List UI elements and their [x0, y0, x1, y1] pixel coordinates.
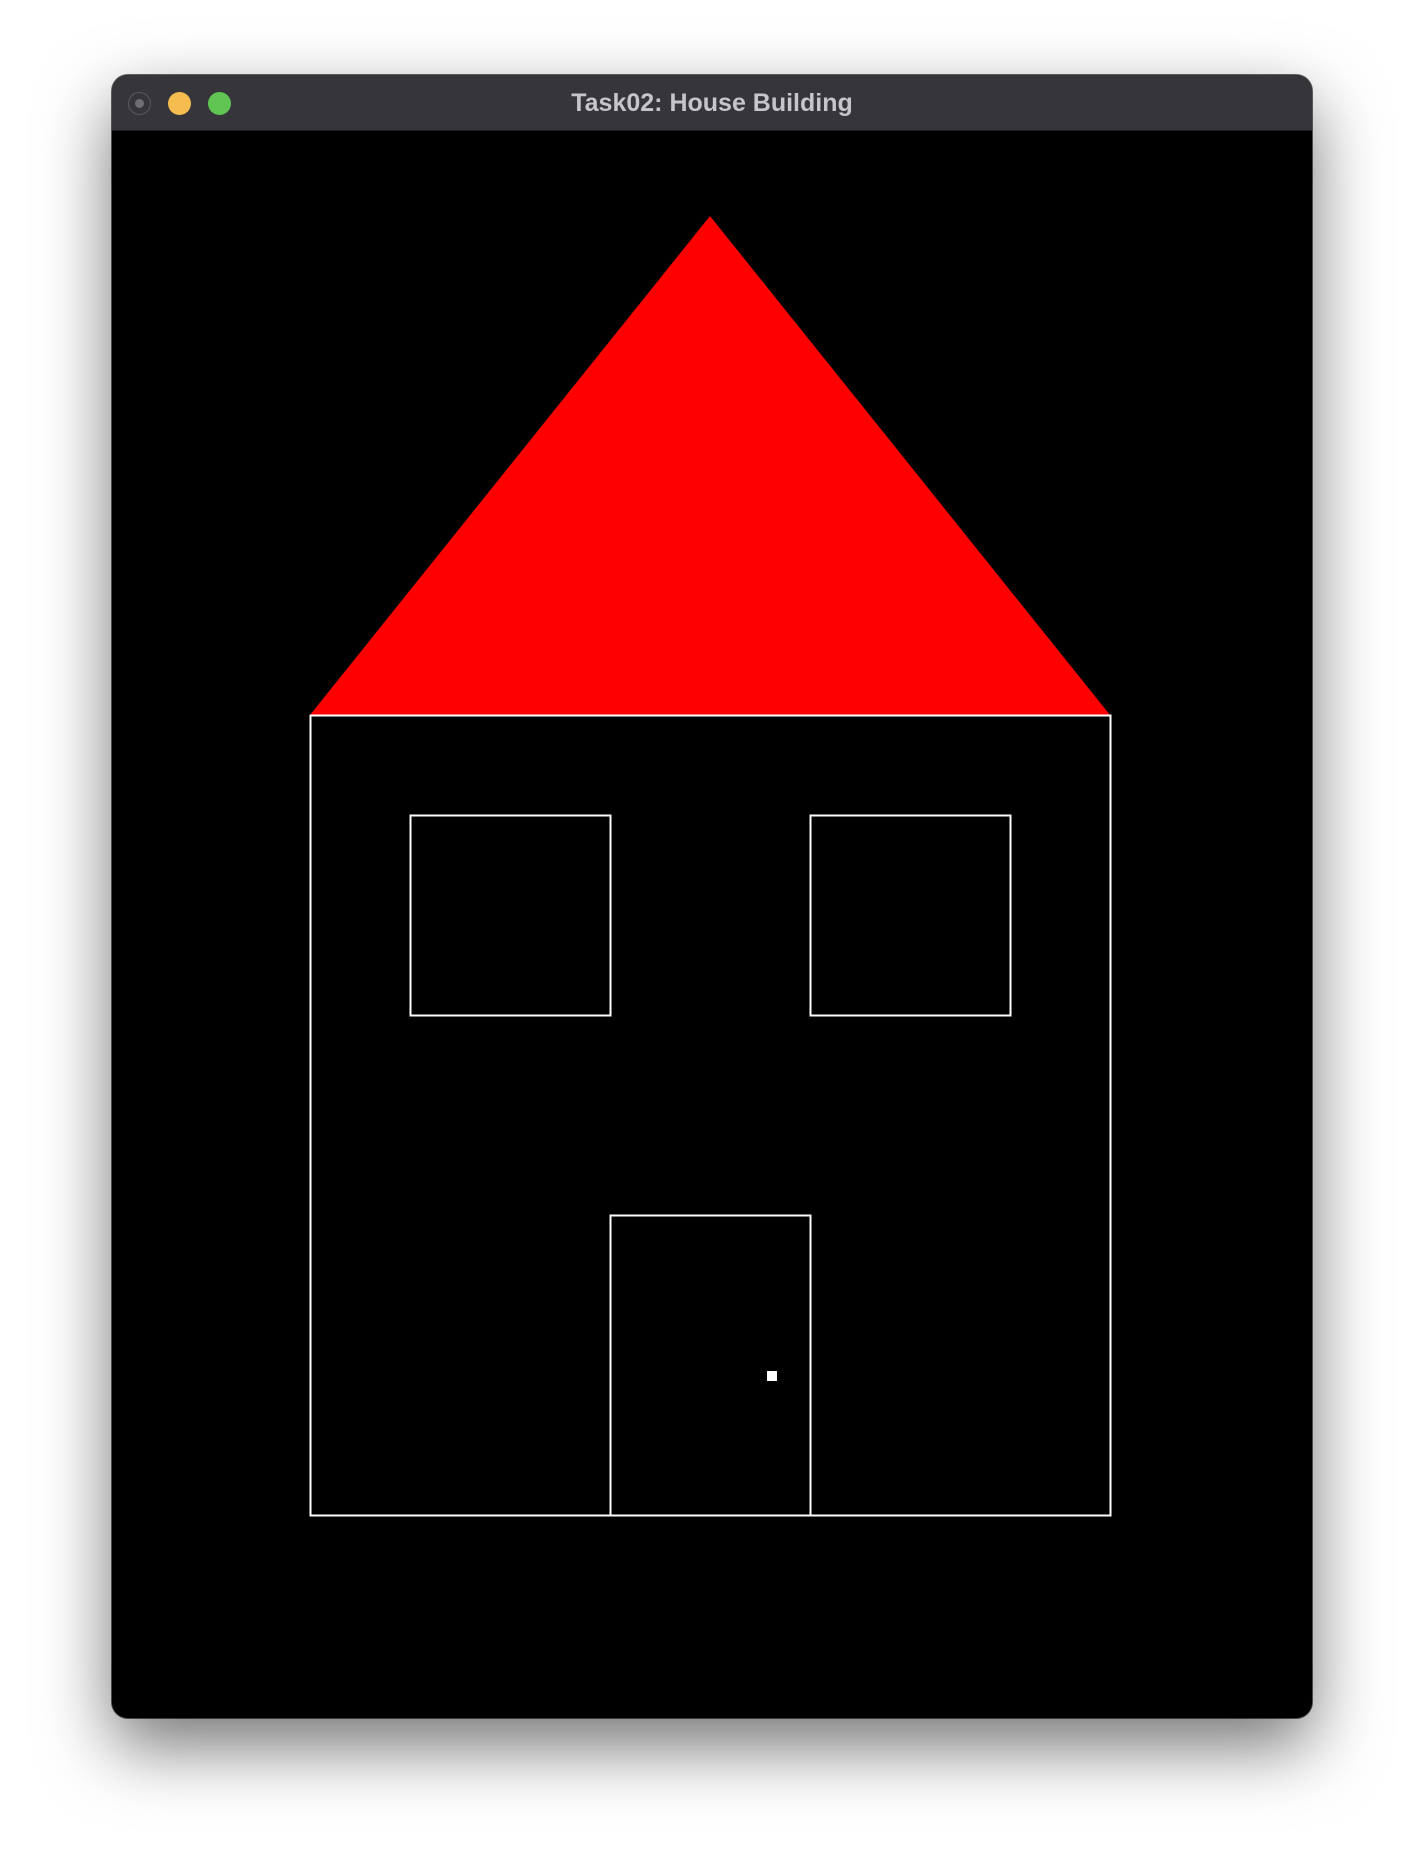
app-window: Task02: House Building [112, 75, 1312, 1718]
right-window [809, 814, 1012, 1017]
drawing-canvas [112, 131, 1312, 1718]
minimize-button[interactable] [168, 92, 191, 115]
house-walls [309, 714, 1112, 1517]
title-bar[interactable]: Task02: House Building [112, 75, 1312, 131]
roof [310, 216, 1110, 715]
house-drawing [309, 216, 1112, 1517]
doorknob [767, 1371, 777, 1381]
left-window [409, 814, 612, 1017]
window-title: Task02: House Building [571, 89, 853, 117]
zoom-button[interactable] [208, 92, 231, 115]
door [609, 1214, 812, 1517]
close-button[interactable] [128, 92, 151, 115]
